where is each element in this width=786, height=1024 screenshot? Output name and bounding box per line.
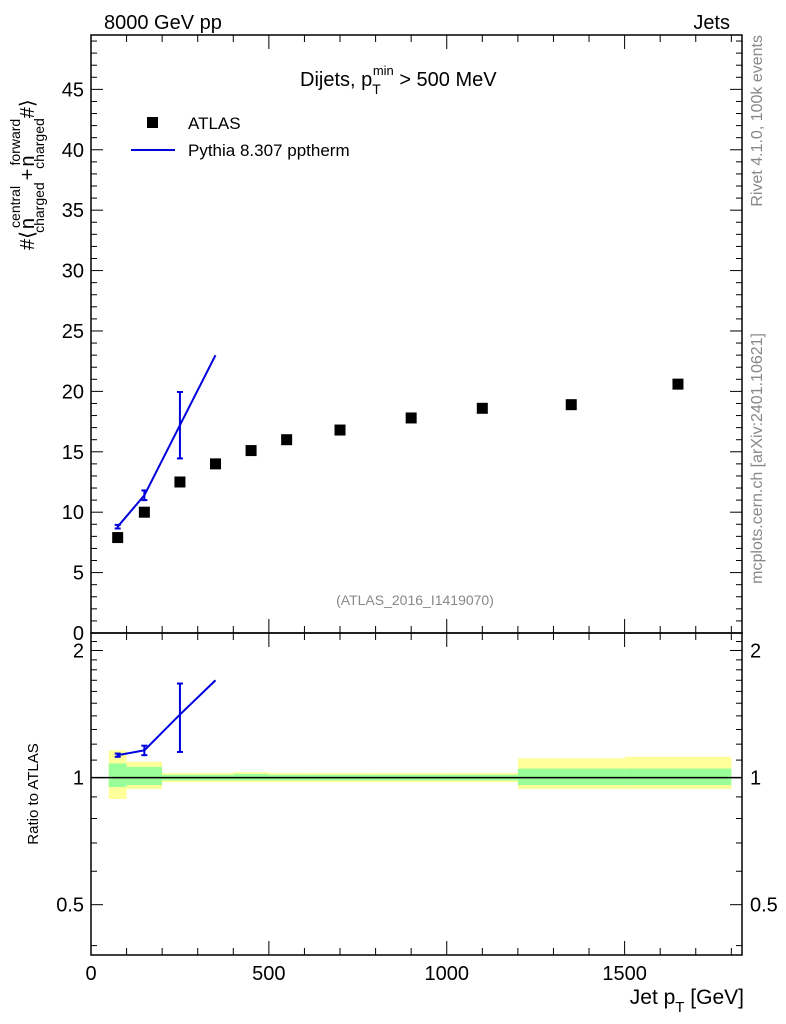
main-x-ticks xyxy=(90,35,732,633)
x-tick-label: 500 xyxy=(252,963,285,985)
ratio-y-tick-label: 2 xyxy=(73,640,84,662)
ratio-frame xyxy=(90,632,743,956)
ratio-mc-line xyxy=(117,679,217,757)
main-y-tick-label: 15 xyxy=(62,442,84,464)
atlas-data-point xyxy=(281,434,293,446)
header-energy: 8000 GeV pp xyxy=(104,12,222,34)
mcplots-label: mcplots.cern.ch [arXiv:2401.10621] xyxy=(749,333,766,584)
ratio-y-tick-label: 0.5 xyxy=(56,895,84,917)
x-tick-label: 1000 xyxy=(424,963,469,985)
main-y-tick-label: 0 xyxy=(73,623,84,645)
main-y-axis-label: #⟨ncentral charged+nforward charged#⟩ xyxy=(7,99,47,250)
main-y-tick-label: 35 xyxy=(62,200,84,222)
main-y-axis: 0 5 10 15 20 25 30 35 40 45 xyxy=(62,40,742,645)
ratio-uncertainty-bands xyxy=(108,750,732,799)
atlas-data-point xyxy=(245,445,257,457)
x-tick-label: 0 xyxy=(85,963,96,985)
atlas-data-point xyxy=(112,532,124,544)
rivet-label: Rivet 4.1.0, 100k events xyxy=(749,35,766,207)
ratio-y-axis-label: Ratio to ATLAS xyxy=(25,743,42,844)
mc-line xyxy=(116,354,217,528)
atlas-data-point xyxy=(138,506,150,518)
main-y-tick-label: 40 xyxy=(62,140,84,162)
atlas-data-point xyxy=(405,412,417,424)
legend: ATLAS Pythia 8.307 pptherm xyxy=(131,114,350,160)
header-process: Jets xyxy=(693,12,730,34)
main-title: Dijets, pTmin > 500 MeV xyxy=(300,63,497,97)
ratio-x-axis: 0 500 1000 1500 xyxy=(85,633,732,985)
main-y-tick-label: 25 xyxy=(62,321,84,343)
mc-series xyxy=(114,354,217,530)
main-y-tick-label: 10 xyxy=(62,502,84,524)
ratio-y-tick-label-right: 1 xyxy=(750,768,761,790)
x-axis-label: Jet pT [GeV] xyxy=(630,986,744,1016)
atlas-data-point xyxy=(334,424,346,436)
atlas-data-point xyxy=(210,458,222,470)
atlas-data-point xyxy=(174,476,186,488)
ratio-y-tick-label-right: 2 xyxy=(750,640,761,662)
legend-label-atlas: ATLAS xyxy=(188,114,241,133)
main-y-tick-label: 45 xyxy=(62,79,84,101)
main-y-tick-label: 20 xyxy=(62,381,84,403)
ratio-y-tick-label-right: 0.5 xyxy=(750,895,778,917)
data-series xyxy=(112,378,684,544)
atlas-data-point xyxy=(476,402,488,414)
ratio-mc-series xyxy=(114,679,217,758)
ratio-y-tick-label: 1 xyxy=(73,768,84,790)
atlas-data-point xyxy=(565,399,577,411)
legend-label-mc: Pythia 8.307 pptherm xyxy=(188,141,350,160)
ratio-band-inner xyxy=(108,763,127,787)
legend-marker-atlas xyxy=(147,117,158,128)
x-tick-label: 1500 xyxy=(602,963,647,985)
main-y-tick-label: 30 xyxy=(62,261,84,283)
main-y-tick-label: 5 xyxy=(73,563,84,585)
analysis-id: (ATLAS_2016_I1419070) xyxy=(336,592,494,608)
atlas-data-point xyxy=(672,378,684,390)
ratio-y-axis: 0.5 0.5 1 1 2 2 xyxy=(56,640,778,947)
ratio-band-inner xyxy=(126,766,163,786)
